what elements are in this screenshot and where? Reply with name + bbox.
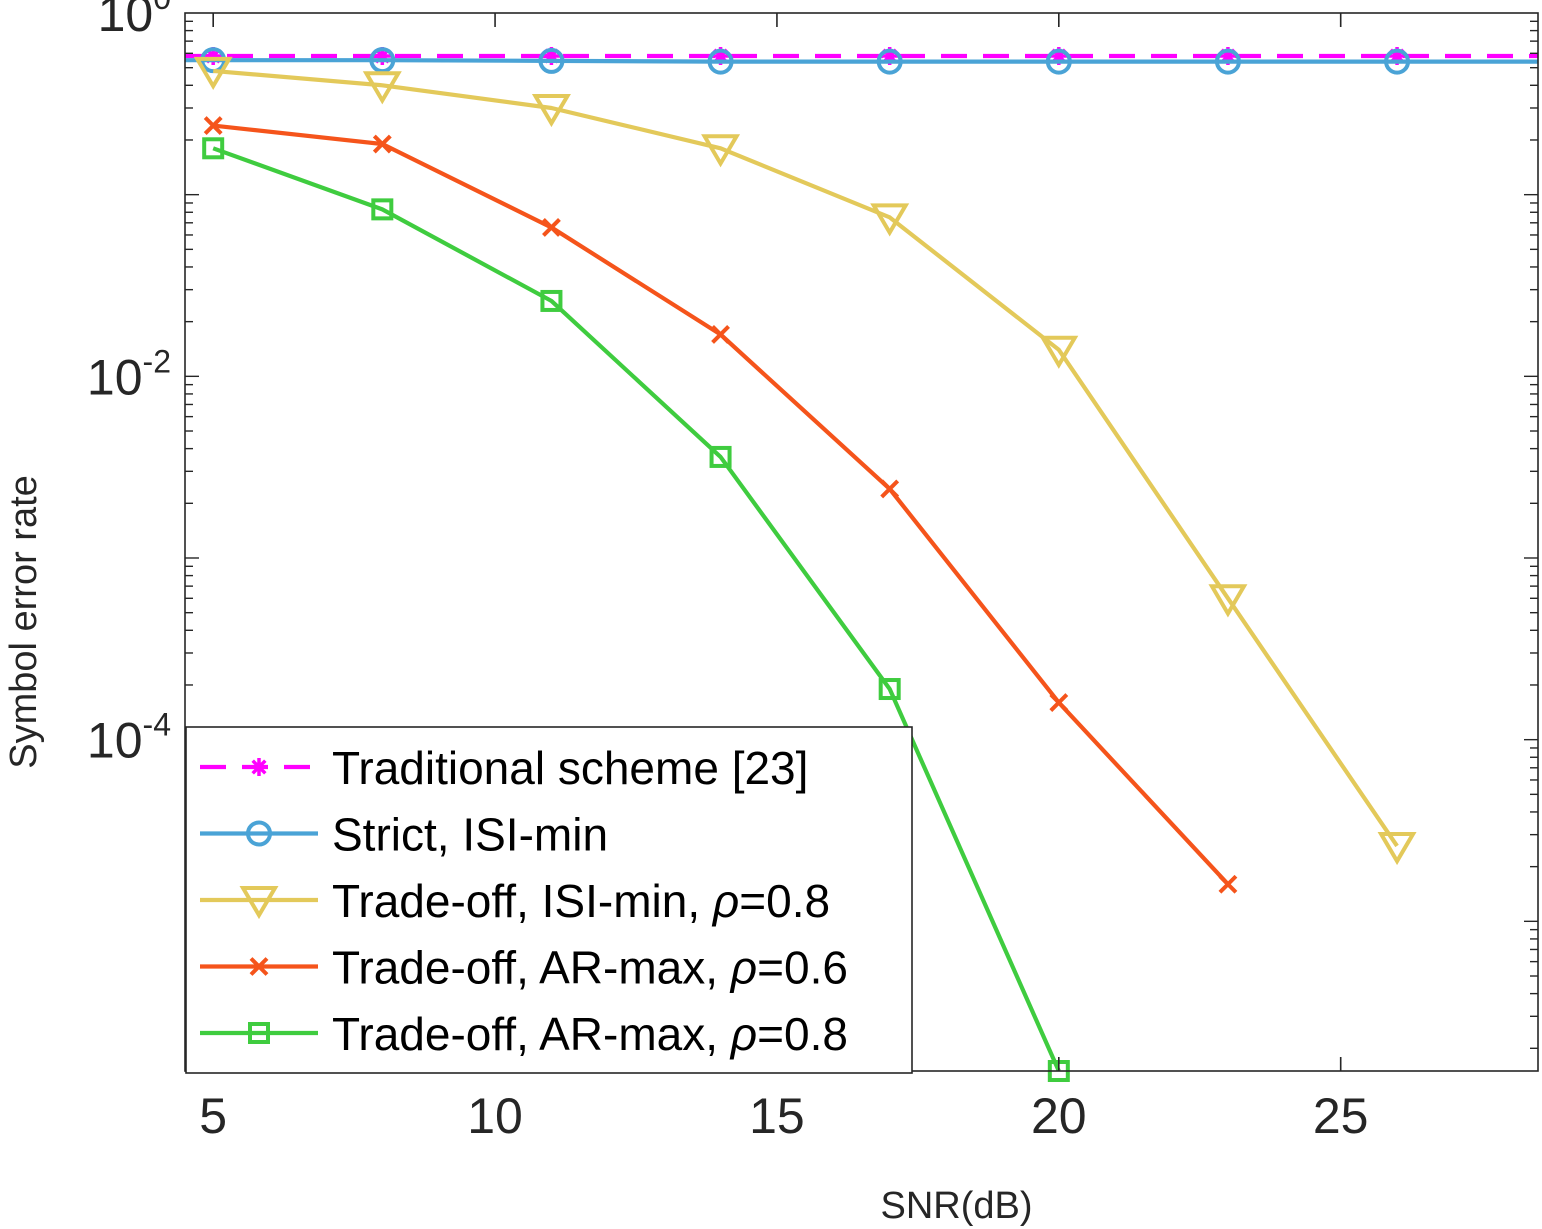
marker-triangle [1377,831,1417,866]
x-axis-label: SNR(dB) [880,1185,1032,1227]
marker-x [203,116,223,136]
marker-square [878,678,901,701]
marker-asterisk [373,46,392,65]
marker-x [542,218,561,237]
marker-x [372,134,392,154]
series-1 [185,47,1538,75]
marker-square [709,445,732,468]
legend: Traditional scheme [23] Strict, ISI-min Tr… [185,726,913,1074]
marker-circle [369,47,396,74]
marker-asterisk [1049,46,1068,65]
y-axis-label: Symbol error rate [3,475,45,769]
marker-asterisk [1218,46,1237,65]
marker-x [711,325,730,344]
marker-square [248,1022,270,1044]
series-0 [185,46,1538,65]
series-4 [202,137,1070,1082]
marker-circle [246,820,272,847]
marker-triangle [362,71,402,105]
legend-label: Strict, ISI-min [332,809,608,861]
series-line [185,58,1538,64]
marker-circle [1045,48,1072,75]
marker-square [202,137,225,160]
x-tick-label: 5 [199,1088,227,1144]
legend-item: Traditional scheme [23] [200,742,808,794]
marker-triangle [531,93,571,128]
marker-triangle [1208,584,1248,618]
legend-item: Trade-off, AR-max, ρ=0.6 [200,942,848,994]
marker-x [249,957,269,976]
legend-item: Strict, ISI-min [200,809,608,861]
marker-asterisk [250,758,268,776]
series-line [212,146,1061,1071]
marker-triangle [701,134,741,168]
marker-circle [538,47,565,74]
marker-circle [1214,48,1241,75]
x-tick-label: 10 [467,1088,523,1144]
legend-item: Trade-off, AR-max, ρ=0.8 [200,1008,848,1060]
marker-x [880,479,900,499]
marker-circle [1384,48,1411,75]
y-tick-label: 10-4 [87,707,171,769]
marker-asterisk [204,46,223,65]
marker-asterisk [1388,46,1407,65]
marker-circle [707,48,734,75]
legend-label: Trade-off, ISI-min, ρ=0.8 [332,875,830,927]
plot-area [185,46,1538,1082]
y-tick-label: 10-2 [87,343,171,405]
marker-square [540,289,563,312]
legend-label: Trade-off, AR-max, ρ=0.6 [332,942,848,994]
series-3 [203,116,1238,894]
marker-circle [876,48,903,75]
x-tick-label: 20 [1031,1088,1087,1144]
series-2 [193,56,1417,866]
marker-asterisk [880,46,899,65]
x-tick-label: 15 [749,1088,805,1144]
marker-triangle [870,203,910,237]
legend-item: Trade-off, ISI-min, ρ=0.8 [200,875,830,927]
axes: 5 10 15 20 25 100 10-2 10-4 [87,0,1539,1144]
x-tick-label: 25 [1313,1088,1369,1144]
marker-asterisk [711,46,730,65]
marker-triangle [193,56,233,91]
marker-square [371,198,394,221]
marker-asterisk [542,46,561,65]
y-tick-label: 100 [98,0,171,42]
series-line [213,68,1399,848]
legend-label: Traditional scheme [23] [332,742,808,794]
marker-triangle [1039,335,1079,369]
marker-x [1218,874,1238,894]
marker-triangle [239,886,279,920]
legend-label: Trade-off, AR-max, ρ=0.8 [332,1008,848,1060]
marker-x [1049,693,1069,712]
